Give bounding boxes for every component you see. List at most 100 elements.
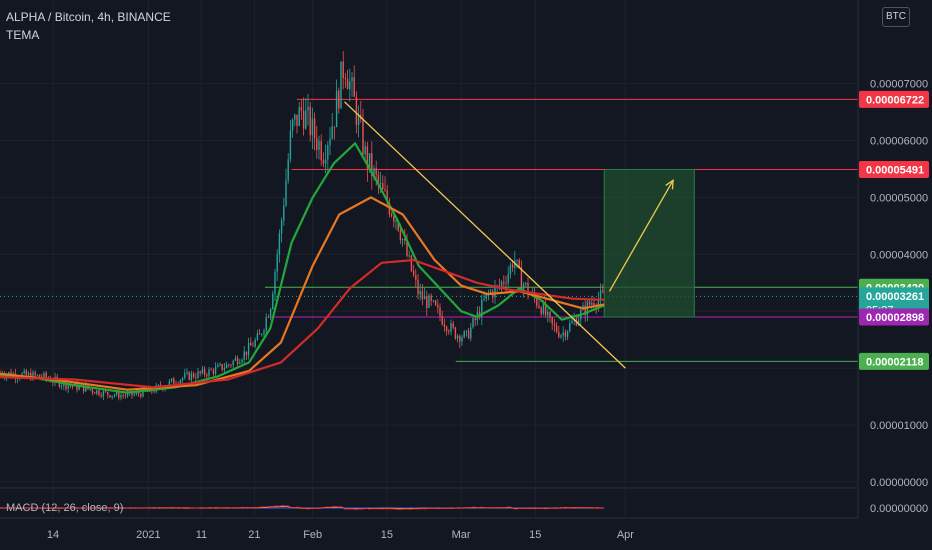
candle-body-52 [113,394,116,396]
candle-body-92 [201,368,204,374]
drawings [344,101,674,369]
price-label-bg-1 [859,160,929,178]
candle-body-108 [236,358,239,364]
candle-body-118 [258,333,261,335]
candle-body-33 [71,385,74,387]
candle-body-132 [289,130,292,160]
candle-body-184 [404,239,406,241]
candle-body-31 [67,385,69,389]
candle-body-248 [544,303,547,316]
candle-body-232 [509,264,512,275]
candle-body-145 [318,141,320,150]
candle-body-239 [525,282,527,285]
candle-body-219 [481,299,483,318]
candle-body-45 [98,390,100,395]
price-label-3: 0.00003261 [866,291,924,303]
currency-button[interactable]: BTC [882,7,910,27]
candle-body-222 [487,292,490,294]
target-arrow-shaft [608,180,674,292]
candle-body-247 [542,303,545,315]
moving-averages [0,142,605,394]
candle-body-181 [397,221,399,231]
candle-body-135 [296,114,298,126]
candle-body-251 [551,317,553,324]
price-label-bg-5 [859,352,929,370]
candle-body-120 [263,330,265,335]
candle-body-176 [386,190,388,203]
candle-body-216 [474,318,476,321]
candle-body-72 [157,384,160,386]
candle-body-28 [60,385,63,387]
moving-average-2 [0,258,605,389]
candle-body-167 [366,146,369,169]
candle-body-172 [377,174,380,184]
target-box [603,168,695,318]
y-tick-label-5: 0.00000000 [870,477,928,489]
macd-histogram [0,504,604,510]
candle-body-126 [276,254,278,272]
candle-body-111 [243,351,245,360]
candle-body-98 [214,366,217,374]
candle-body-189 [415,275,417,280]
candle-body-168 [368,153,371,169]
candle-body-169 [371,153,373,176]
candle-body-129 [283,205,285,221]
candle-body-78 [170,378,173,381]
candle-body-38 [82,384,85,392]
candle-body-190 [417,279,419,295]
x-tick-label-0: 14 [47,529,59,541]
candle-body-158 [346,79,349,90]
y-tick-label-3: 0.00004000 [870,249,928,261]
candle-body-133 [291,119,294,131]
candle-body-77 [168,380,171,386]
candle-body-245 [538,305,540,308]
candle-body-82 [179,380,182,384]
candle-body-44 [96,390,98,394]
candle-body-86 [188,372,190,380]
candle-body-228 [500,281,503,287]
grid-lines [0,0,858,518]
y-tick-label-0: 0.00007000 [870,79,928,91]
candle-body-57 [124,395,127,397]
price-label-0: 0.00006722 [866,94,924,106]
candle-body-256 [562,332,564,336]
candle-body-46 [100,394,102,397]
candle-body-107 [234,358,237,361]
candle-body-16 [34,372,36,376]
candle-body-199 [437,305,439,308]
candle-body-30 [65,381,67,389]
candle-body-180 [395,221,397,223]
candle-body-147 [322,160,325,164]
candle-body-197 [432,300,435,302]
candle-body-156 [342,61,344,79]
candle-body-208 [456,335,459,339]
candle-body-257 [564,332,567,337]
candle-body-213 [467,330,470,339]
candle-body-166 [364,146,366,155]
candle-body-233 [511,264,514,268]
candle-body-193 [423,296,426,300]
candle-body-194 [426,296,428,308]
target-arrow-head [665,179,674,190]
x-tick-label-2: 11 [196,529,207,541]
candle-body-178 [390,214,393,216]
candle-body-58 [126,393,129,396]
candle-body-21 [45,372,47,379]
candle-body-229 [503,281,505,284]
y-tick-label-1: 0.00006000 [870,136,928,148]
price-label-bg-4 [859,308,929,326]
candle-body-137 [300,107,303,111]
candle-body-101 [221,364,223,370]
x-tick-label-6: Mar [452,529,471,541]
x-tick-label-8: Apr [617,529,634,541]
candle-body-136 [298,107,300,126]
candle-body-89 [195,377,197,379]
candle-body-170 [373,168,375,176]
candle-body-79 [173,378,175,384]
candle-body-252 [553,323,556,326]
x-tick-label-7: 15 [529,529,541,541]
candle-body-162 [355,96,358,125]
candle-body-198 [434,300,437,306]
target-zone [603,168,695,318]
